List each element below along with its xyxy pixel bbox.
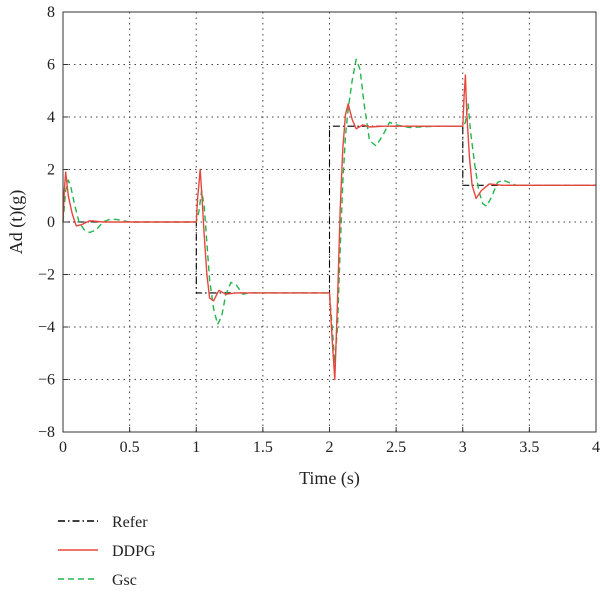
y-tick-label: 6 bbox=[47, 57, 55, 74]
x-tick-label: 4 bbox=[592, 439, 600, 456]
y-axis-label: Ad (t)(g) bbox=[6, 190, 27, 254]
y-tick-label: −8 bbox=[38, 424, 55, 441]
x-tick-label: 1.5 bbox=[253, 439, 273, 456]
series-layer bbox=[62, 58, 596, 381]
legend-label-ddpg: DDPG bbox=[112, 543, 156, 560]
y-tick-label: 0 bbox=[47, 214, 55, 231]
series-line-ddpg bbox=[62, 74, 596, 381]
x-tick-label: 3.5 bbox=[519, 439, 539, 456]
x-tick-label: 3 bbox=[459, 439, 467, 456]
y-tick-label: 4 bbox=[47, 109, 55, 126]
y-tick-label: −2 bbox=[38, 267, 55, 284]
y-tick-label: −6 bbox=[38, 372, 55, 389]
legend-label-refer: Refer bbox=[112, 514, 148, 531]
y-tick-label: 8 bbox=[47, 4, 55, 21]
x-tick-label: 1 bbox=[192, 439, 200, 456]
legend: Refer DDPG Gsc bbox=[58, 514, 156, 589]
legend-label-gsc: Gsc bbox=[112, 572, 137, 589]
y-axis-ticks: −8 −6 −4 −2 0 2 4 6 8 bbox=[38, 4, 68, 441]
y-tick-label: 2 bbox=[47, 162, 55, 179]
x-tick-label: 0.5 bbox=[120, 439, 140, 456]
x-tick-label: 2 bbox=[326, 439, 334, 456]
y-tick-label: −4 bbox=[38, 319, 55, 336]
x-axis-label: Time (s) bbox=[299, 468, 360, 489]
x-axis-ticks: 0 0.5 1 1.5 2 2.5 3 3.5 4 bbox=[59, 427, 600, 456]
series-line-refer bbox=[63, 125, 596, 294]
x-tick-label: 0 bbox=[59, 439, 67, 456]
x-tick-label: 2.5 bbox=[386, 439, 406, 456]
series-line-gsc bbox=[62, 58, 596, 365]
